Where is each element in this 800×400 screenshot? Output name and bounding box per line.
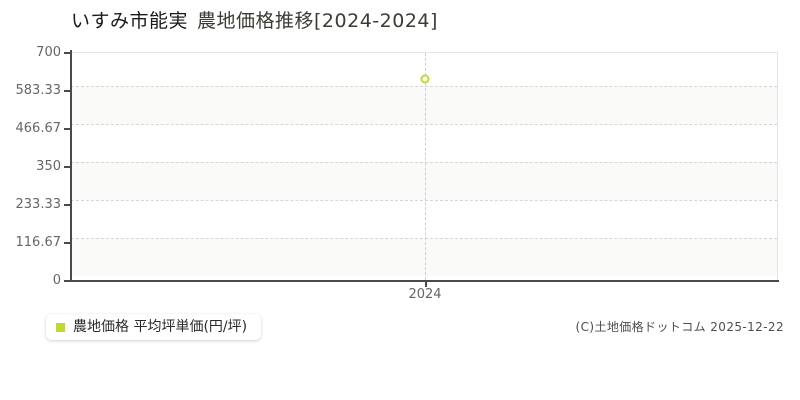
gridline-350 (71, 162, 777, 163)
data-point-2024[interactable] (420, 74, 430, 84)
chart-title-metric: 農地価格推移[2024-2024] (197, 10, 438, 32)
legend-label: 農地価格 平均坪単価(円/坪) (73, 319, 248, 335)
chart-title-place: いすみ市能実 (71, 10, 189, 32)
plot-band-3 (71, 238, 777, 276)
x-tick-label-2024: 2024 (408, 287, 442, 302)
y-tick-mark-117 (64, 242, 71, 244)
y-tick-mark-467 (64, 128, 71, 130)
y-tick-label-350: 350 (36, 159, 61, 174)
gridline-583 (71, 86, 777, 87)
y-tick-mark-350 (64, 166, 71, 168)
gridline-117 (71, 238, 777, 239)
y-tick-mark-0 (64, 280, 71, 282)
gridline-467 (71, 124, 777, 125)
y-tick-mark-700 (64, 52, 71, 54)
y-tick-label-583: 583.33 (15, 83, 62, 98)
chart-title: いすみ市能実 農地価格推移[2024-2024] (71, 8, 438, 34)
y-tick-mark-583 (64, 90, 71, 92)
copyright-credit: (C)土地価格ドットコム 2025-12-22 (575, 320, 784, 334)
legend-swatch-icon (56, 322, 65, 332)
y-tick-label-117: 116.67 (15, 235, 62, 250)
y-axis-line (70, 50, 72, 281)
y-tick-mark-233 (64, 204, 71, 206)
gridline-2024 (425, 53, 426, 280)
gridline-233 (71, 200, 777, 201)
x-axis-line (70, 280, 779, 282)
legend[interactable]: 農地価格 平均坪単価(円/坪) (46, 314, 262, 340)
plot-band-2 (71, 162, 777, 200)
plot-area (71, 52, 778, 280)
y-tick-label-700: 700 (36, 45, 61, 60)
x-tick-mark-2024 (425, 280, 427, 287)
plot-band-1 (71, 86, 777, 124)
y-tick-label-0: 0 (52, 273, 61, 288)
y-tick-label-233: 233.33 (15, 197, 62, 212)
y-tick-label-467: 466.67 (15, 121, 62, 136)
